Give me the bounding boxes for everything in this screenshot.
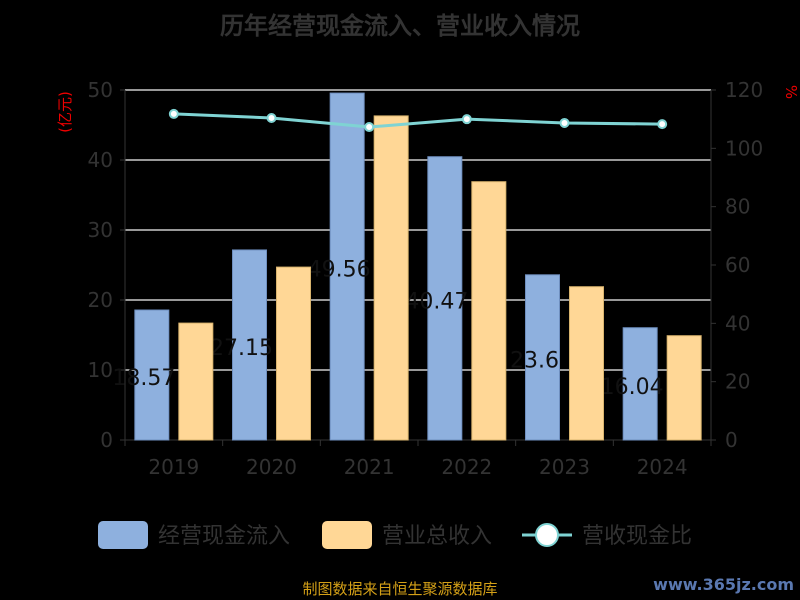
bar-revenue	[178, 322, 214, 441]
bar-revenue	[276, 266, 311, 441]
legend-label-ratio: 营收现金比	[582, 524, 692, 549]
bar-data-label: 23.6	[510, 348, 559, 373]
bar-cash-inflow	[232, 249, 267, 441]
bar-data-label: 40.47	[405, 289, 468, 314]
y-tick-label-left: 10	[88, 358, 113, 382]
bar-data-label: 16.04	[601, 375, 664, 400]
y-axis-label-left: (亿元)	[56, 91, 74, 133]
y-tick-label-left: 50	[88, 78, 113, 102]
y-tick-label-right: 60	[725, 253, 750, 277]
watermark: www.365jz.com	[653, 575, 794, 594]
x-tick-label: 2019	[148, 455, 199, 479]
y-tick-label-right: 120	[725, 78, 763, 102]
bar-revenue	[569, 286, 604, 441]
bar-cash-inflow	[134, 309, 170, 441]
bar-cash-inflow	[525, 274, 560, 441]
y-tick-label-right: 80	[725, 195, 750, 219]
y-tick-label-left: 0	[100, 428, 113, 452]
y-tick-label-right: 40	[725, 311, 750, 335]
line-ratio	[173, 112, 663, 129]
line-point	[657, 119, 668, 130]
bar-revenue	[373, 115, 409, 441]
bar-cash-inflow	[427, 156, 463, 441]
bar-data-label: 18.57	[112, 366, 175, 391]
bar-cash-inflow	[622, 327, 658, 441]
bar-cash-inflow	[329, 92, 365, 441]
chart-title: 历年经营现金流入、营业收入情况	[220, 12, 580, 40]
bar-revenue	[666, 335, 702, 441]
y-axis-label-right: %	[782, 85, 800, 99]
y-tick-label-right: 100	[725, 136, 763, 160]
bar-data-label: 49.56	[308, 258, 371, 283]
legend-swatch-cash-inflow	[98, 521, 148, 549]
y-tick-label-left: 40	[88, 148, 113, 172]
bar-data-label: 27.15	[210, 336, 273, 361]
legend-label-revenue: 营业总收入	[382, 524, 492, 549]
legend-swatch-revenue	[322, 521, 372, 549]
x-tick-label: 2024	[637, 455, 688, 479]
line-point	[364, 122, 375, 133]
x-tick-label: 2022	[441, 455, 492, 479]
legend-label-cash-inflow: 经营现金流入	[158, 524, 290, 549]
y-tick-label-left: 20	[88, 288, 113, 312]
line-point	[266, 113, 277, 123]
x-tick-label: 2023	[539, 455, 590, 479]
y-tick-label-left: 30	[88, 218, 113, 242]
line-point	[559, 117, 570, 128]
x-tick-label: 2021	[344, 455, 395, 479]
x-tick-label: 2020	[246, 455, 297, 479]
source-note: 制图数据来自恒生聚源数据库	[302, 580, 498, 598]
y-tick-label-right: 0	[725, 428, 738, 452]
legend-swatch-ratio-marker	[535, 523, 559, 547]
bar-revenue	[471, 181, 507, 441]
line-point	[168, 108, 179, 119]
line-point	[461, 114, 472, 125]
y-tick-label-right: 20	[725, 370, 750, 394]
